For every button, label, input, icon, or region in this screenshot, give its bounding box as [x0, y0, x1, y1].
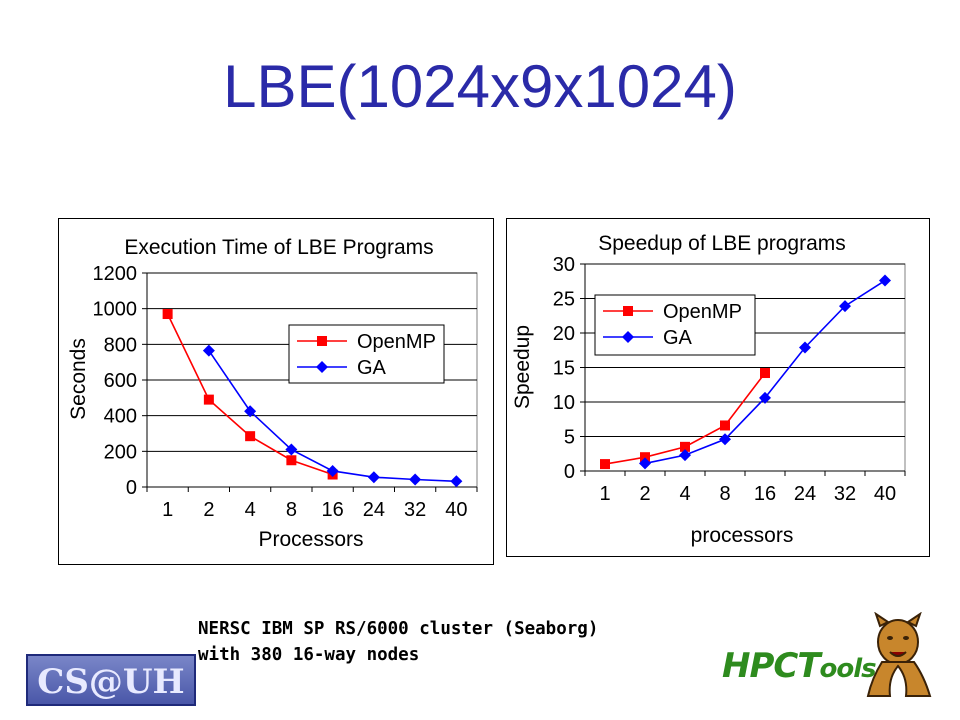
ga-point [202, 344, 215, 357]
legend-marker-ga [622, 331, 634, 343]
legend-label-ga: GA [357, 357, 387, 379]
y-axis-label: Seconds [67, 338, 90, 420]
openmp-point [760, 368, 770, 379]
y-tick-label: 10 [553, 392, 575, 414]
y-tick-label: 0 [126, 477, 137, 499]
y-tick-label: 25 [553, 289, 575, 311]
x-tick-label: 8 [286, 499, 297, 521]
y-tick-label: 5 [564, 427, 575, 449]
openmp-point [162, 309, 173, 320]
x-tick-label: 16 [322, 499, 344, 521]
ga-point [759, 391, 771, 404]
y-tick-label: 1200 [93, 263, 138, 285]
cougar-mascot-logo [866, 612, 932, 697]
y-tick-label: 20 [553, 323, 575, 345]
execution-time-chart: 0 200 400 600 800 1000 1200 1 2 4 8 16 24 32 40 Executi… [58, 218, 494, 565]
x-tick-label: 8 [719, 483, 730, 505]
openmp-point [600, 459, 610, 470]
hpctools-logo: HPCTools [722, 646, 877, 686]
legend-label-ga: GA [663, 327, 693, 349]
caption-line-2: with 380 16-way nodes [198, 645, 420, 665]
x-tick-label: 16 [754, 483, 776, 505]
csuh-logo: CS@UH [26, 654, 196, 706]
ga-point [326, 464, 339, 477]
x-tick-label: 4 [245, 499, 256, 521]
x-tick-label: 32 [404, 499, 426, 521]
x-tick-label: 32 [834, 483, 856, 505]
legend-marker-openmp [317, 336, 327, 346]
x-tick-label: 40 [874, 483, 896, 505]
hpctools-logo-sub: ools [819, 654, 877, 684]
ga-series [639, 274, 891, 470]
legend-label-openmp: OpenMP [663, 301, 742, 323]
x-axis-label: Processors [258, 528, 363, 551]
legend: OpenMP GA [288, 324, 445, 384]
x-tick-label: 24 [363, 499, 385, 521]
openmp-point [680, 441, 690, 452]
ga-point [450, 475, 463, 488]
y-tick-label: 30 [553, 254, 575, 276]
caption: NERSC IBM SP RS/6000 cluster (Seaborg) w… [198, 616, 598, 668]
y-tick-label: 15 [553, 358, 575, 380]
y-axis-label: Speedup [511, 325, 534, 409]
legend-marker-ga [316, 361, 328, 373]
y-tick-label: 400 [104, 406, 137, 428]
openmp-point [286, 455, 297, 466]
ga-point [367, 471, 380, 484]
x-tick-label: 4 [679, 483, 690, 505]
openmp-point [640, 452, 650, 463]
ga-point [679, 449, 691, 462]
ga-point [839, 300, 851, 313]
y-tick-label: 800 [104, 334, 137, 356]
chart-title: Speedup of LBE programs [598, 232, 846, 255]
legend: OpenMP GA [594, 294, 756, 356]
x-tick-label: 24 [794, 483, 816, 505]
x-tick-label: 1 [162, 499, 173, 521]
openmp-point [245, 431, 256, 442]
x-tick-label: 1 [599, 483, 610, 505]
ga-point [639, 457, 651, 470]
x-tick-label: 2 [203, 499, 214, 521]
y-tick-label: 600 [104, 370, 137, 392]
ga-point [244, 405, 257, 418]
ga-point [719, 433, 731, 446]
legend-label-openmp: OpenMP [357, 331, 436, 353]
y-tick-label: 1000 [93, 299, 138, 321]
speedup-chart: 0 5 10 15 20 25 30 1 2 4 8 16 24 32 40 Speedup of LBE p… [506, 218, 930, 557]
ga-point [879, 274, 891, 287]
openmp-point [720, 420, 730, 431]
openmp-point [203, 394, 214, 405]
ga-point [285, 443, 298, 456]
x-tick-label: 2 [639, 483, 650, 505]
legend-marker-openmp [623, 306, 633, 316]
x-tick-label: 40 [445, 499, 467, 521]
slide-title: LBE(1024x9x1024) [223, 53, 737, 120]
legend-box [594, 294, 756, 356]
legend-box [288, 324, 445, 384]
x-axis-label: processors [691, 524, 794, 547]
caption-line-1: NERSC IBM SP RS/6000 cluster (Seaborg) [198, 619, 599, 639]
hpctools-logo-main: HPCT [722, 646, 821, 686]
y-tick-label: 0 [564, 461, 575, 483]
openmp-series [600, 368, 770, 470]
chart-title: Execution Time of LBE Programs [124, 236, 433, 259]
ga-point [409, 473, 422, 486]
ga-series [202, 344, 463, 488]
ga-point [799, 341, 811, 354]
y-tick-label: 200 [104, 441, 137, 463]
